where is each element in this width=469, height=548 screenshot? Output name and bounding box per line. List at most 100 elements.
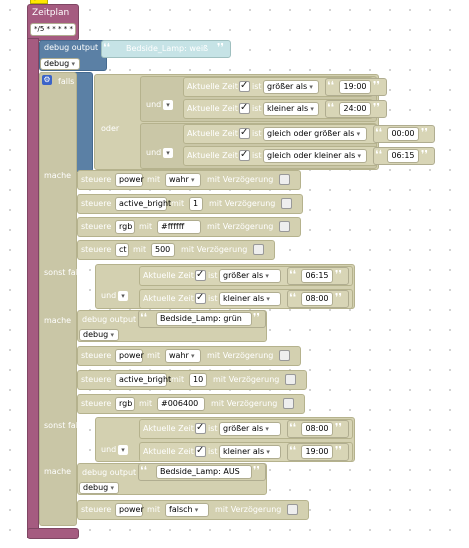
device-field[interactable]: active_bright	[115, 373, 171, 387]
checkbox[interactable]	[195, 270, 206, 281]
aktuelle-zeit-label: Aktuelle Zeit	[143, 271, 194, 280]
quote-close: ❜❜	[335, 268, 343, 281]
verzoegerung-checkbox[interactable]	[281, 198, 292, 209]
und-dropdown-2[interactable]: ▾	[163, 148, 173, 158]
checkbox[interactable]	[239, 128, 250, 139]
und-label-4: und	[101, 445, 117, 454]
ist-label: ist	[208, 447, 218, 456]
device-field[interactable]: power	[115, 349, 144, 363]
verzoegerung-label: mit Verzögerung	[215, 505, 282, 514]
operator-select[interactable]: gleich oder kleiner als	[263, 149, 367, 163]
debug-text-1: Bedside_Lamp: weiß	[126, 44, 209, 53]
verzoegerung-checkbox[interactable]	[287, 504, 298, 515]
mache-label-3: mache	[44, 467, 72, 476]
aktuelle-zeit-label: Aktuelle Zeit	[143, 424, 194, 433]
aktuelle-zeit-label: Aktuelle Zeit	[187, 104, 238, 113]
aktuelle-zeit-label: Aktuelle Zeit	[187, 82, 238, 91]
device-field[interactable]: rgb	[115, 220, 135, 234]
aktuelle-zeit-label: Aktuelle Zeit	[143, 447, 194, 456]
device-field[interactable]: rgb	[115, 397, 135, 411]
zeitplan-foot	[27, 528, 79, 539]
mache-label-1: mache	[44, 171, 72, 180]
operator-select[interactable]: größer als	[219, 422, 281, 436]
operator-select[interactable]: kleiner als	[219, 292, 281, 306]
verzoegerung-checkbox[interactable]	[253, 244, 264, 255]
operator-select[interactable]: größer als	[263, 80, 319, 94]
gear-icon[interactable]: ⚙	[42, 75, 52, 85]
steuere-label: steuere	[81, 245, 112, 254]
ist-label: ist	[252, 151, 262, 160]
debug-output-label-3: debug output	[82, 468, 137, 477]
verzoegerung-checkbox[interactable]	[285, 374, 296, 385]
time-field[interactable]: 00:00	[387, 127, 419, 141]
quote-close: ❜❜	[335, 444, 343, 457]
device-field[interactable]: power	[115, 503, 144, 517]
operator-select[interactable]: kleiner als	[219, 445, 281, 459]
verzoegerung-checkbox[interactable]	[283, 398, 294, 409]
value-field[interactable]: wahr	[165, 349, 201, 363]
oder-label: oder	[101, 124, 120, 133]
verzoegerung-checkbox[interactable]	[279, 174, 290, 185]
device-field[interactable]: power	[115, 173, 144, 187]
checkbox[interactable]	[239, 150, 250, 161]
mit-label: mit	[133, 245, 147, 254]
quote-open: ❛❛	[375, 148, 383, 161]
cron-field[interactable]: */5 * * * * *	[30, 23, 76, 36]
ist-label: ist	[252, 129, 262, 138]
und-dropdown-4[interactable]: ▾	[118, 445, 128, 455]
time-field[interactable]: 19:00	[301, 445, 333, 459]
time-field[interactable]: 06:15	[387, 149, 419, 163]
debug-level-select-3[interactable]: debug	[79, 482, 119, 494]
time-field[interactable]: 19:00	[339, 80, 371, 94]
device-field[interactable]: ct	[115, 243, 129, 257]
check-icon: ✓	[240, 80, 249, 91]
operator-select[interactable]: größer als	[219, 269, 281, 283]
und-dropdown-1[interactable]: ▾	[163, 100, 173, 110]
value-field[interactable]: #006400	[157, 397, 205, 411]
debug-text-3[interactable]: Bedside_Lamp: AUS	[156, 465, 252, 479]
sonst-falls-label-2: sonst falls	[44, 421, 85, 430]
quote-close: ❜❜	[335, 421, 343, 434]
checkbox[interactable]	[239, 103, 250, 114]
checkbox[interactable]	[195, 423, 206, 434]
ist-label: ist	[208, 271, 218, 280]
checkbox[interactable]	[195, 446, 206, 457]
quote-open: ❛❛	[289, 268, 297, 281]
quote-close: ❜❜	[421, 126, 429, 139]
und-dropdown-3[interactable]: ▾	[118, 291, 128, 301]
value-field[interactable]: 500	[151, 243, 175, 257]
time-field[interactable]: 08:00	[301, 422, 333, 436]
quote-close: ❜❜	[421, 148, 429, 161]
value-field[interactable]: falsch	[165, 503, 209, 517]
aktuelle-zeit-label: Aktuelle Zeit	[187, 151, 238, 160]
quote-open: ❛❛	[103, 41, 111, 54]
value-field[interactable]: 1	[189, 197, 203, 211]
device-field[interactable]: active_bright	[115, 197, 171, 211]
quote-close: ❜❜	[373, 79, 381, 92]
debug-text-2[interactable]: Bedside_Lamp: grün	[156, 312, 252, 326]
time-field[interactable]: 24:00	[339, 102, 371, 116]
debug-text-quote-1[interactable]	[101, 40, 231, 58]
checkbox[interactable]	[195, 293, 206, 304]
value-field[interactable]: wahr	[165, 173, 201, 187]
quote-close-3: ❜❜	[253, 464, 261, 477]
time-field[interactable]: 08:00	[301, 292, 333, 306]
steuere-label: steuere	[81, 222, 112, 231]
debug-level-select-2[interactable]: debug	[79, 329, 119, 341]
quote-open: ❛❛	[327, 101, 335, 114]
operator-select[interactable]: kleiner als	[263, 102, 319, 116]
debug-level-select-1[interactable]: debug	[40, 58, 80, 70]
ist-label: ist	[208, 424, 218, 433]
und-label-3: und	[101, 291, 117, 300]
time-field[interactable]: 06:15	[301, 269, 333, 283]
operator-select[interactable]: gleich oder größer als	[263, 127, 367, 141]
value-field[interactable]: #ffffff	[157, 220, 201, 234]
checkbox[interactable]	[239, 81, 250, 92]
value-field[interactable]: 10	[189, 373, 207, 387]
steuere-label: steuere	[81, 375, 112, 384]
quote-close-2: ❜❜	[253, 311, 261, 324]
check-icon: ✓	[240, 127, 249, 138]
steuere-label: steuere	[81, 175, 112, 184]
verzoegerung-checkbox[interactable]	[279, 350, 290, 361]
verzoegerung-checkbox[interactable]	[279, 221, 290, 232]
